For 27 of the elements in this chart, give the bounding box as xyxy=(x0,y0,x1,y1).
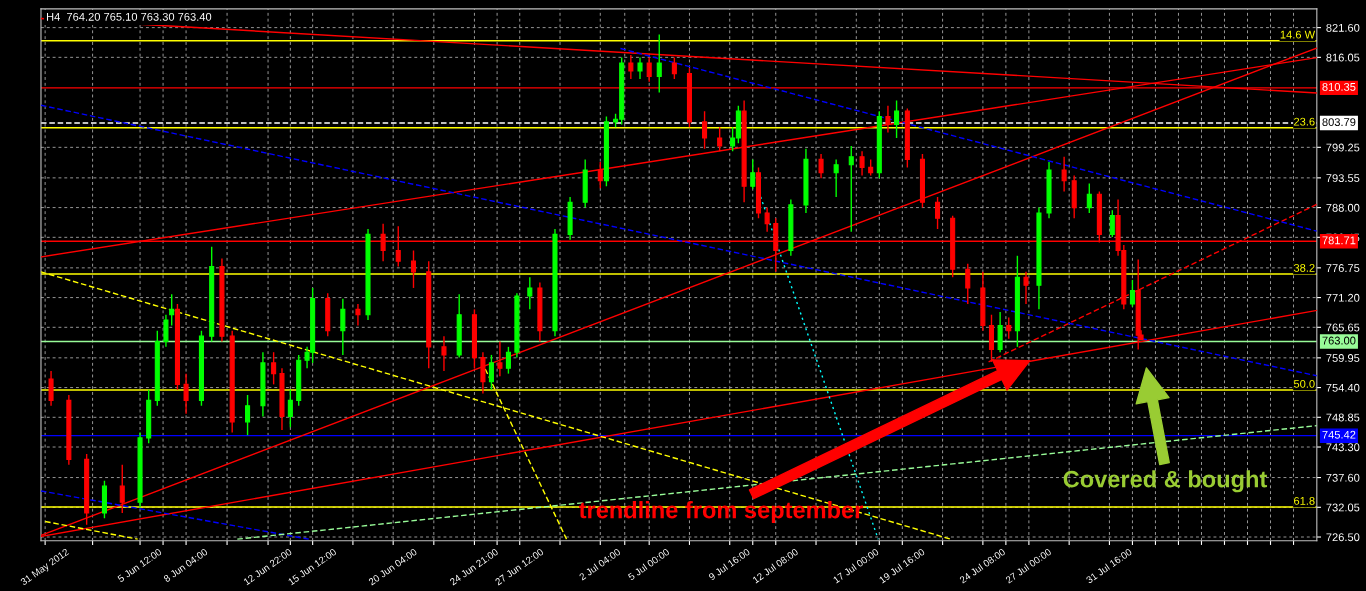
y-tick-label: 754.40 xyxy=(1326,383,1360,392)
y-tick-label: 821.60 xyxy=(1326,23,1360,32)
y-tick-label: 799.25 xyxy=(1326,143,1360,152)
ref-line-label: 810.35 xyxy=(1322,82,1356,91)
y-tick-label: 748.85 xyxy=(1326,413,1360,422)
annotation: 61.8 xyxy=(1294,496,1315,505)
annotation: 50.0 xyxy=(1293,379,1315,388)
ref-line-label: 763.00 xyxy=(1322,336,1356,345)
ref-line-label: 803.79 xyxy=(1322,118,1356,126)
annotation: 14.6 W xyxy=(1280,30,1316,39)
y-tick-label: 732.05 xyxy=(1326,503,1360,512)
annotation: 23.6 xyxy=(1294,117,1315,126)
ref-line-label: 781.71 xyxy=(1322,236,1356,245)
y-tick-label: 816.05 xyxy=(1326,53,1360,62)
y-tick-label: 776.75 xyxy=(1326,264,1360,272)
y-tick-label: 737.60 xyxy=(1326,473,1360,482)
annotation: Covered & bought xyxy=(1063,470,1268,493)
chart-title: H4 764.20 765.10 763.30 763.40 xyxy=(46,12,212,21)
y-tick-label: 765.65 xyxy=(1326,323,1360,332)
y-tick-label: 788.00 xyxy=(1326,203,1360,212)
annotation: 38.2 xyxy=(1293,263,1315,272)
ref-line-label: 745.42 xyxy=(1322,430,1356,439)
y-tick-label: 759.95 xyxy=(1326,354,1360,362)
y-tick-label: 771.20 xyxy=(1326,293,1360,302)
y-tick-label: 743.30 xyxy=(1326,443,1360,452)
y-tick-label: 793.55 xyxy=(1326,174,1360,182)
y-tick-label: 726.50 xyxy=(1326,533,1360,542)
